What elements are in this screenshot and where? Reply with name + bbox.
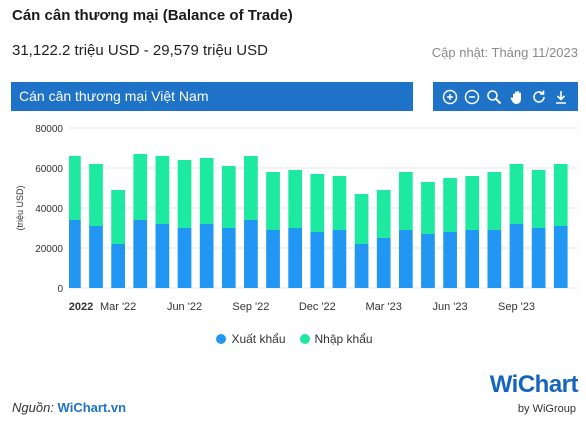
bar-import — [531, 170, 546, 228]
bar-import — [69, 156, 81, 220]
bar-import — [133, 154, 148, 220]
bar-export — [288, 228, 303, 288]
bar-export — [553, 226, 568, 288]
bar-import — [288, 170, 303, 228]
legend-item-export[interactable]: Xuất khẩu — [216, 332, 286, 346]
x-tick-label: Sep '22 — [232, 301, 269, 313]
bar-import — [244, 156, 258, 220]
source-note: Nguồn: WiChart.vn — [12, 400, 126, 415]
x-tick-label: 2022 — [69, 301, 93, 313]
bar-export — [221, 228, 236, 288]
x-tick-label: Mar '22 — [100, 301, 136, 313]
bar-import — [354, 194, 369, 244]
bar-export — [69, 220, 81, 288]
bar-export — [443, 232, 457, 288]
source-link[interactable]: WiChart.vn — [57, 400, 127, 415]
reset-icon[interactable] — [530, 88, 547, 105]
bar-import — [111, 190, 125, 244]
bar-import — [332, 176, 347, 230]
download-icon[interactable] — [552, 88, 569, 105]
logo-byline: by WiGroup — [517, 403, 576, 415]
zoom-out-icon[interactable] — [464, 88, 481, 105]
x-tick-label: Sep '23 — [498, 301, 535, 313]
x-tick-label: Mar '23 — [366, 301, 402, 313]
bar-export — [310, 232, 325, 288]
bar-export — [177, 228, 192, 288]
bar-import — [443, 178, 457, 232]
page-title: Cán cân thương mại (Balance of Trade) — [12, 7, 293, 24]
bar-export — [354, 244, 369, 288]
bar-import — [266, 172, 280, 230]
bar-export — [376, 238, 391, 288]
y-tick-label: 40000 — [35, 204, 63, 215]
bar-export — [155, 224, 170, 288]
magnify-icon[interactable] — [486, 88, 503, 105]
y-tick-label: 20000 — [35, 244, 63, 255]
bar-import — [487, 172, 502, 230]
bar-export — [421, 234, 435, 288]
zoom-in-icon[interactable] — [442, 88, 459, 105]
legend-swatch-import — [299, 334, 310, 344]
value-range: 31,122.2 triệu USD - 29,579 triệu USD — [12, 42, 268, 59]
legend-item-import[interactable]: Nhập khẩu — [299, 332, 373, 346]
y-tick-label: 60000 — [35, 164, 63, 175]
bar-export — [465, 230, 480, 288]
bar-export — [266, 230, 280, 288]
bar-import — [310, 174, 325, 232]
y-tick-label: 0 — [57, 284, 63, 295]
x-tick-label: Jun '22 — [167, 301, 202, 313]
bar-export — [487, 230, 502, 288]
chart-legend: Xuất khẩu Nhập khẩu — [11, 332, 578, 346]
bar-export — [133, 220, 148, 288]
bar-import — [553, 164, 568, 226]
wichart-logo: WiChart by WiGroup — [486, 371, 579, 417]
bar-import — [421, 182, 435, 234]
legend-label-export: Xuất khẩu — [231, 332, 286, 346]
legend-label-import: Nhập khẩu — [314, 332, 373, 346]
bar-import — [199, 158, 214, 224]
bar-export — [509, 224, 524, 288]
source-label: Nguồn: — [12, 400, 54, 415]
logo-word: WiChart — [489, 371, 579, 398]
bar-export — [531, 228, 546, 288]
bar-import — [376, 190, 391, 238]
bar-export — [199, 224, 214, 288]
pan-hand-icon[interactable] — [508, 88, 525, 105]
bar-import — [221, 166, 236, 228]
bar-export — [398, 230, 413, 288]
bar-import — [177, 160, 192, 228]
bar-export — [89, 226, 103, 288]
bar-import — [465, 176, 480, 230]
trade-balance-chart: 0 20000 40000 60000 80000 (triệu USD) 2022 Mar … — [15, 124, 578, 313]
x-tick-label: Dec '22 — [299, 301, 336, 313]
bar-import — [509, 164, 524, 224]
y-axis-label: (triệu USD) — [15, 185, 25, 230]
bar-import — [89, 164, 103, 226]
bar-export — [111, 244, 125, 288]
legend-swatch-export — [216, 334, 227, 344]
chart-panel: Cán cân thương mại Việt Nam 0 20000 40000 6… — [11, 82, 578, 388]
bar-import — [398, 172, 413, 230]
x-tick-label: Jun '23 — [433, 301, 468, 313]
chart-panel-title: Cán cân thương mại Việt Nam — [11, 82, 413, 111]
bar-export — [244, 220, 258, 288]
updated-date: Cập nhật: Tháng 11/2023 — [431, 45, 578, 60]
bar-export — [332, 230, 347, 288]
y-tick-label: 80000 — [35, 124, 63, 135]
chart-toolbar — [433, 82, 578, 111]
bar-import — [155, 156, 170, 224]
